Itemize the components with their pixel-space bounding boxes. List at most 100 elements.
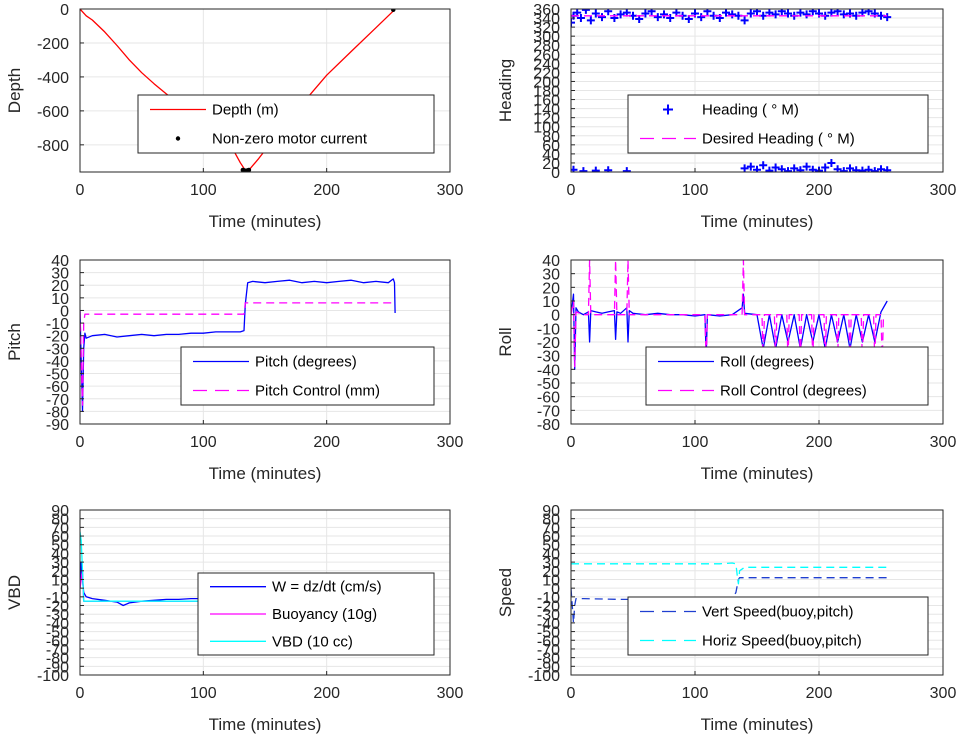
y-tick-label: -10 <box>46 590 69 607</box>
data-point <box>870 167 879 172</box>
y-tick-label: -10 <box>537 321 560 338</box>
y-tick-label: 0 <box>60 303 69 320</box>
data-point <box>598 13 606 22</box>
y-tick-label: 10 <box>51 291 69 308</box>
data-point <box>808 9 817 16</box>
chart-depth: 0 100 200 300 0 -200 -400 -600 -800 Time (minutes… <box>5 2 463 231</box>
x-tick-label: 300 <box>437 182 464 199</box>
legend-label: Pitch (degrees) <box>255 354 357 371</box>
data-point <box>839 167 848 172</box>
x-tick-label: 0 <box>76 434 85 451</box>
y-tick-label: 280 <box>533 38 560 55</box>
y-tick-label: -80 <box>537 651 560 668</box>
y-tick-label: -10 <box>46 316 69 333</box>
y-tick-label: -70 <box>537 403 560 420</box>
x-tick-label: 0 <box>567 685 576 702</box>
y-tick-label: 180 <box>533 84 560 101</box>
data-point <box>722 9 730 17</box>
legend-box <box>137 94 435 154</box>
y-tick-label: 60 <box>51 529 69 546</box>
y-tick-label: 20 <box>542 156 560 173</box>
y-tick-label: -50 <box>537 625 560 642</box>
data-point <box>576 14 585 23</box>
data-point <box>883 166 892 172</box>
legend-label: Buoyancy (10g) <box>272 606 377 623</box>
y-tick-label: -200 <box>37 36 69 53</box>
y-tick-label: 0 <box>551 165 560 182</box>
x-tick-label: 300 <box>930 182 957 199</box>
y-tick-label: 80 <box>51 512 69 529</box>
y-tick-label: 10 <box>542 294 560 311</box>
y-tick-label: 40 <box>51 253 69 270</box>
legend-label: Vert Speed(buoy,pitch) <box>702 604 853 621</box>
data-point <box>802 162 811 171</box>
legend: Depth (m) Non-zero motor current <box>137 94 435 154</box>
axes-box <box>79 8 451 173</box>
x-tick-label: 300 <box>930 685 957 702</box>
data-point <box>622 167 631 172</box>
data-point <box>765 166 774 172</box>
data-point <box>246 167 252 172</box>
data-point <box>827 158 836 167</box>
y-tick-label: 40 <box>542 546 560 563</box>
y-tick-label: -90 <box>537 659 560 676</box>
x-tick-label: 300 <box>437 685 464 702</box>
data-point <box>653 13 662 22</box>
legend-label: Desired Heading ( ° M) <box>702 131 855 148</box>
y-axis-label: Pitch <box>5 323 24 361</box>
y-axis-label: VBD <box>5 575 24 610</box>
data-point <box>666 14 675 23</box>
y-axis-label: Depth <box>5 68 24 113</box>
y-tick-label: -60 <box>537 633 560 650</box>
y-tick-label: 60 <box>542 529 560 546</box>
x-axis-label: Time (minutes) <box>701 464 814 483</box>
data-point <box>864 165 873 172</box>
data-point <box>591 166 600 172</box>
legend-marker <box>175 136 181 141</box>
data-point <box>581 9 590 14</box>
y-tick-label: 10 <box>542 572 560 589</box>
data-point <box>846 164 854 172</box>
y-tick-label: -40 <box>46 616 69 633</box>
data-point <box>604 166 613 172</box>
x-tick-label: 0 <box>76 685 85 702</box>
y-tick-label: 0 <box>551 308 560 325</box>
y-tick-label: 200 <box>533 74 560 91</box>
y-tick-label: 50 <box>542 538 560 555</box>
y-tick-label: 80 <box>542 129 560 146</box>
legend-label: VBD (10 cc) <box>272 633 353 650</box>
y-tick-label: -20 <box>46 599 69 616</box>
x-tick-label: 0 <box>76 182 85 199</box>
y-tick-label: -10 <box>537 590 560 607</box>
y-tick-label: -30 <box>537 607 560 624</box>
chart-vbd: 0 100 200 3009080706050403020100-10-20-30-4… <box>5 503 463 734</box>
y-tick-label: -800 <box>37 138 69 155</box>
data-point <box>740 16 749 25</box>
legend-label: Heading ( ° M) <box>702 102 799 119</box>
y-tick-label: 70 <box>51 520 69 537</box>
y-axis-label: Roll <box>496 327 515 356</box>
chart-speed: 0 100 200 3009080706050403020100-10-20-30-4… <box>496 503 956 734</box>
data-point <box>784 9 792 18</box>
x-tick-label: 200 <box>806 434 833 451</box>
y-tick-label: 0 <box>551 581 560 598</box>
y-tick-label: -80 <box>46 404 69 421</box>
legend-label: Pitch Control (mm) <box>255 383 380 400</box>
x-tick-label: 300 <box>930 434 957 451</box>
y-tick-label: -20 <box>537 335 560 352</box>
data-point <box>796 9 805 17</box>
y-tick-label: -600 <box>37 104 69 121</box>
y-tick-label: -80 <box>46 651 69 668</box>
y-tick-label: -40 <box>537 616 560 633</box>
y-tick-label: 70 <box>542 520 560 537</box>
data-point <box>864 9 873 16</box>
data-point <box>883 13 892 22</box>
y-tick-label: 320 <box>533 20 560 37</box>
legend-label: W = dz/dt (cm/s) <box>272 579 382 596</box>
legend-box <box>627 596 929 656</box>
data-point <box>746 162 755 171</box>
x-tick-label: 300 <box>437 434 464 451</box>
y-tick-label: 30 <box>542 555 560 572</box>
data-point <box>591 9 600 18</box>
